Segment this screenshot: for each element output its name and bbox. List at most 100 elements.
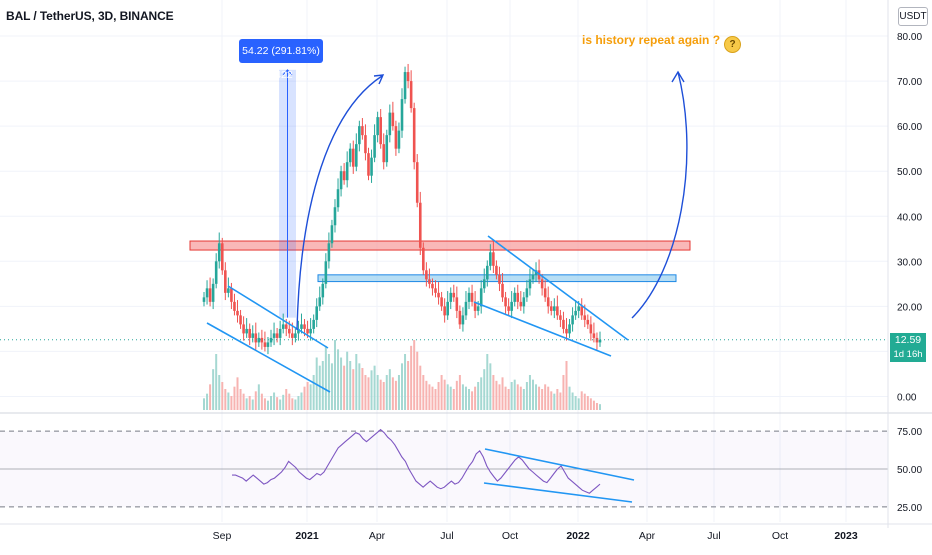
candle-body	[574, 310, 577, 316]
candle-body	[321, 283, 325, 298]
candle-body	[425, 270, 428, 280]
candle-body	[406, 72, 410, 82]
time-tick-label: 2021	[295, 530, 319, 542]
candle-body	[373, 135, 376, 158]
volume-bar	[236, 377, 239, 410]
volume-bar	[449, 386, 452, 410]
candle-body	[358, 126, 361, 145]
volume-bar	[468, 389, 471, 410]
candle-body	[516, 292, 520, 302]
candle-body	[287, 328, 291, 334]
currency-button[interactable]: USDT	[898, 7, 928, 26]
candle-body	[297, 328, 300, 334]
last-price-tag[interactable]: 12.59	[890, 333, 926, 348]
volume-bar	[440, 375, 443, 410]
candle-body	[260, 337, 264, 343]
volume-bar	[413, 340, 416, 410]
volume-bar	[495, 380, 498, 410]
volume-bar	[501, 377, 504, 410]
candle-body	[315, 306, 319, 320]
candle-body	[272, 333, 276, 338]
candle-body	[233, 301, 236, 311]
candle-body	[458, 310, 462, 325]
time-tick-label: Apr	[369, 530, 386, 542]
bar-countdown-tag: 1d 16h	[890, 348, 926, 362]
candle-body	[348, 148, 352, 163]
history-note[interactable]: is history repeat again ??	[582, 33, 742, 53]
measure-tool[interactable]	[279, 69, 296, 318]
candle-body	[422, 247, 425, 271]
candle-body	[571, 315, 574, 325]
drawings[interactable]	[0, 70, 888, 393]
candle-body	[266, 342, 270, 347]
volume-bar	[306, 382, 309, 410]
candle-body	[306, 328, 309, 334]
candle-body	[284, 324, 288, 329]
candle-body	[227, 288, 230, 293]
candle-body	[543, 288, 547, 298]
volume-bar	[547, 386, 550, 410]
candle-body	[400, 99, 404, 131]
candle-body	[355, 144, 358, 167]
candle-body	[294, 333, 297, 338]
candle-body	[251, 333, 255, 338]
rsi-tick-label: 75.00	[897, 427, 922, 438]
volume-bar	[373, 365, 376, 410]
candle-body	[540, 279, 544, 289]
candle-body	[470, 292, 474, 302]
candle-body	[403, 72, 407, 100]
volume-bar	[254, 391, 257, 410]
candle-body	[379, 117, 382, 145]
candle-body	[461, 315, 465, 325]
volume-bar	[571, 392, 574, 410]
candle-body	[446, 301, 449, 316]
candle-body	[370, 157, 373, 176]
volume-bars	[203, 340, 601, 410]
time-tick-label: 2022	[566, 530, 590, 542]
volume-bar	[483, 369, 486, 410]
volume-bar	[541, 389, 544, 410]
volume-bar	[309, 384, 312, 410]
candle-body	[556, 306, 559, 316]
candle-body	[388, 112, 392, 136]
volume-bar	[279, 399, 282, 410]
measure-arrowhead	[282, 69, 293, 76]
candle-body	[528, 279, 532, 289]
note-text: is history repeat again ?	[582, 33, 721, 47]
symbol-title[interactable]: BAL / TetherUS, 3D, BINANCE	[6, 9, 174, 23]
volume-bar	[251, 399, 254, 410]
volume-bar	[349, 361, 352, 410]
volume-bar	[407, 361, 410, 410]
volume-bar	[589, 398, 592, 410]
volume-bar	[260, 393, 263, 410]
candle-body	[309, 328, 312, 334]
candle-body	[351, 148, 355, 167]
candle-body	[455, 297, 459, 311]
volume-bar	[595, 403, 598, 410]
volume-bar	[489, 363, 492, 410]
candle-body	[361, 126, 364, 136]
candle-body	[300, 324, 303, 329]
volume-bar	[510, 382, 513, 410]
candle-body	[367, 153, 370, 176]
support-zone	[317, 274, 677, 283]
rsi-tick-label: 50.00	[897, 465, 922, 476]
volume-bar	[507, 389, 510, 410]
volume-bar	[583, 393, 586, 410]
channel-trendline	[487, 235, 629, 341]
time-tick-label: Jul	[440, 530, 453, 542]
candle-body	[489, 252, 492, 266]
candle-body	[498, 274, 501, 284]
time-tick-label: Apr	[639, 530, 656, 542]
candle-body	[382, 144, 386, 163]
measure-label[interactable]: 54.22 (291.81%) 5422	[239, 39, 323, 81]
volume-bar	[522, 389, 525, 410]
candle-body	[583, 315, 587, 320]
candle-body	[586, 319, 590, 325]
candle-body	[513, 292, 517, 302]
volume-bar	[519, 386, 522, 410]
volume-bar	[230, 396, 233, 410]
candle-body	[437, 292, 440, 298]
